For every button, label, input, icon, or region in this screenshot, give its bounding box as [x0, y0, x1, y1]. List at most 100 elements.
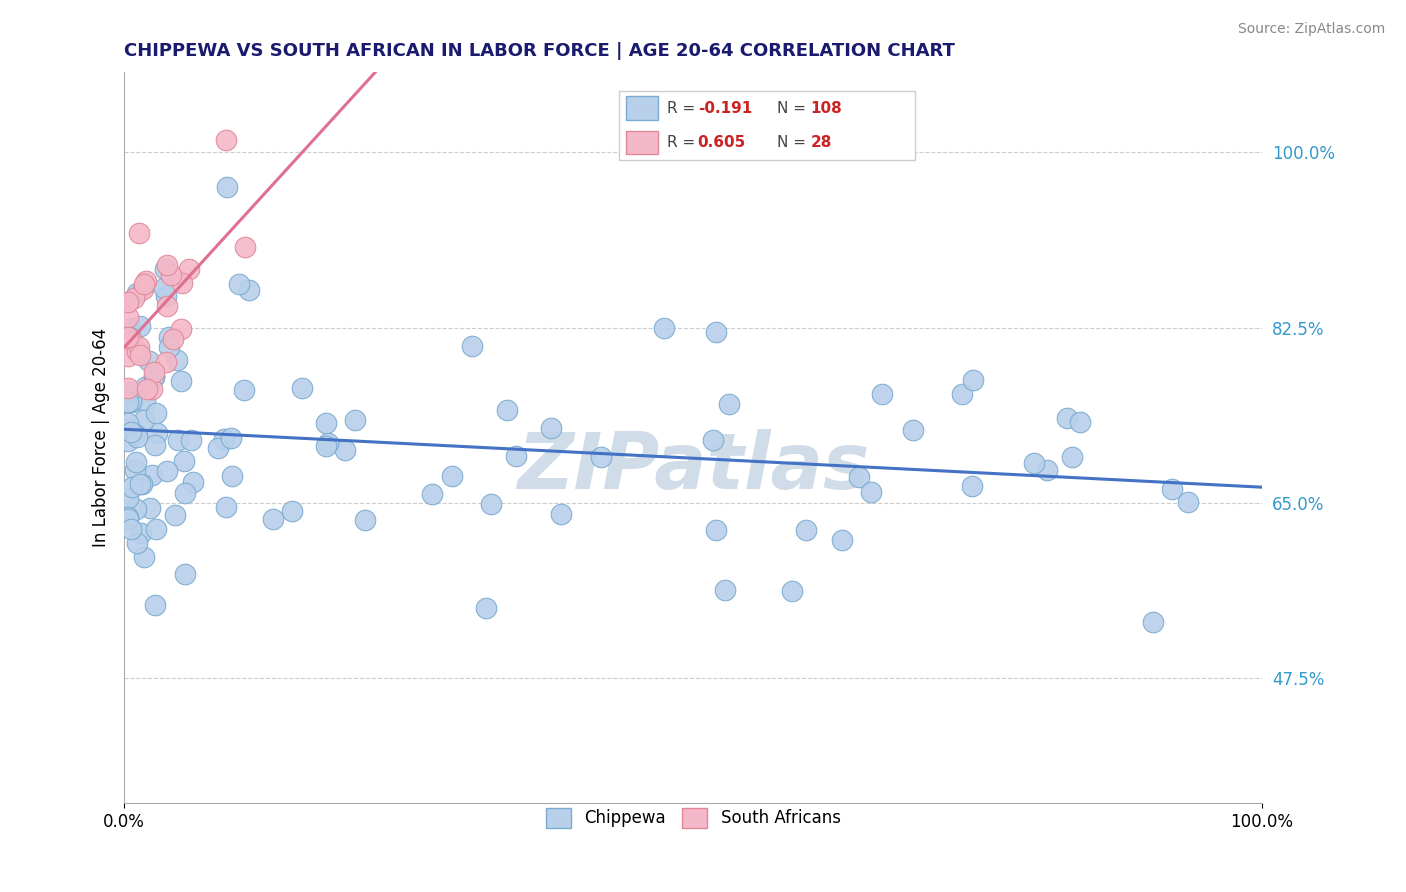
Point — [315, 439, 337, 453]
Point — [143, 598, 166, 612]
Point — [128, 340, 150, 354]
Point — [155, 289, 177, 303]
Point — [117, 295, 139, 310]
Point — [132, 277, 155, 291]
Point — [1056, 411, 1078, 425]
Point — [505, 449, 527, 463]
Point — [440, 469, 463, 483]
Point — [315, 416, 337, 430]
Point — [120, 522, 142, 536]
Point — [134, 393, 156, 408]
Point — [461, 339, 484, 353]
FancyBboxPatch shape — [626, 131, 658, 154]
Point — [134, 380, 156, 394]
Point — [238, 283, 260, 297]
Point — [1069, 415, 1091, 429]
Point — [718, 397, 741, 411]
Point — [118, 330, 141, 344]
Point — [117, 416, 139, 430]
Text: R =: R = — [666, 136, 700, 150]
Point — [316, 436, 339, 450]
Point — [170, 276, 193, 290]
Point — [156, 464, 179, 478]
Point — [145, 522, 167, 536]
Point — [166, 352, 188, 367]
Point — [117, 350, 139, 364]
Point — [152, 280, 174, 294]
Point — [128, 226, 150, 240]
Point — [262, 511, 284, 525]
Text: N =: N = — [778, 136, 811, 150]
Point — [1177, 495, 1199, 509]
Text: Source: ZipAtlas.com: Source: ZipAtlas.com — [1237, 22, 1385, 37]
Point — [120, 393, 142, 408]
Point — [962, 373, 984, 387]
Point — [181, 475, 204, 489]
Point — [124, 427, 146, 442]
Point — [173, 485, 195, 500]
Point — [214, 432, 236, 446]
Point — [420, 487, 443, 501]
Point — [354, 513, 377, 527]
Point — [794, 523, 817, 537]
Point — [125, 285, 148, 300]
Point — [129, 348, 152, 362]
Point — [475, 601, 498, 615]
Point — [162, 332, 184, 346]
Point — [117, 310, 139, 324]
Point — [335, 442, 357, 457]
Point — [118, 422, 141, 436]
Point — [135, 274, 157, 288]
Point — [145, 437, 167, 451]
Point — [117, 491, 139, 506]
Point — [1060, 450, 1083, 465]
Point — [143, 369, 166, 384]
Point — [591, 450, 613, 465]
Point — [1022, 456, 1045, 470]
Point — [117, 434, 139, 448]
Point — [704, 325, 727, 339]
Legend: Chippewa, South Africans: Chippewa, South Africans — [538, 801, 848, 835]
Text: 108: 108 — [810, 101, 842, 116]
Point — [121, 334, 143, 348]
Point — [782, 583, 804, 598]
Point — [120, 321, 142, 335]
Point — [170, 322, 193, 336]
Point — [129, 526, 152, 541]
Point — [141, 467, 163, 482]
Point — [124, 463, 146, 477]
Point — [207, 441, 229, 455]
Point — [125, 502, 148, 516]
FancyBboxPatch shape — [626, 96, 658, 120]
Point — [131, 477, 153, 491]
Point — [138, 354, 160, 368]
Point — [215, 500, 238, 514]
Point — [713, 583, 735, 598]
Point — [214, 133, 236, 147]
Point — [156, 299, 179, 313]
Point — [702, 433, 724, 447]
Point — [136, 382, 159, 396]
Point — [1142, 615, 1164, 629]
Point — [125, 455, 148, 469]
Point — [870, 387, 893, 401]
Point — [550, 507, 572, 521]
Text: N =: N = — [778, 101, 811, 116]
Point — [145, 406, 167, 420]
Point — [121, 480, 143, 494]
Point — [1035, 463, 1057, 477]
Y-axis label: In Labor Force | Age 20-64: In Labor Force | Age 20-64 — [93, 328, 110, 548]
Text: ZIPatlas: ZIPatlas — [517, 429, 869, 505]
Point — [848, 469, 870, 483]
Point — [153, 262, 176, 277]
Point — [540, 421, 562, 435]
Text: 0.605: 0.605 — [697, 136, 747, 150]
Point — [156, 258, 179, 272]
Point — [132, 413, 155, 427]
Point — [831, 533, 853, 547]
Point — [165, 508, 187, 522]
Point — [141, 383, 163, 397]
Point — [901, 423, 924, 437]
Point — [155, 354, 177, 368]
Point — [215, 180, 238, 194]
